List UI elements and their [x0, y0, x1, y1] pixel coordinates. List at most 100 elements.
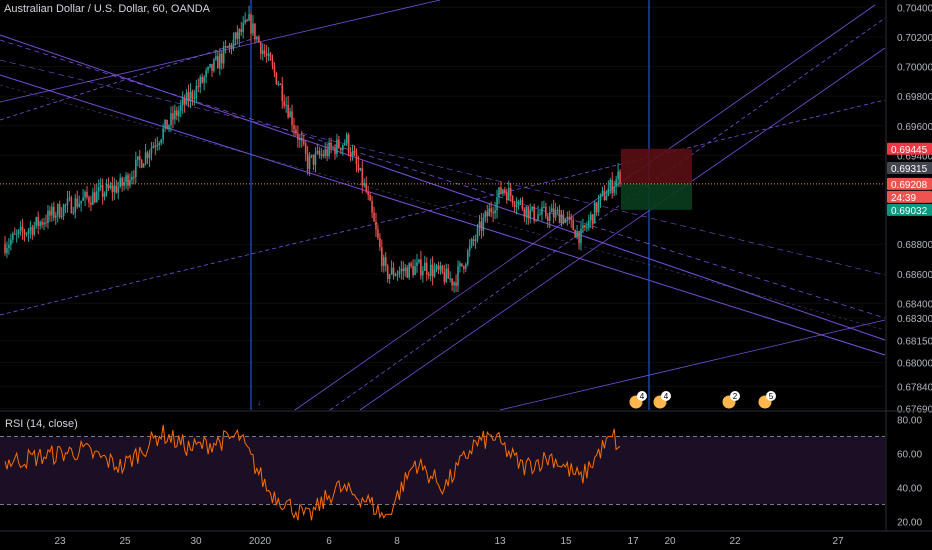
candle-body: [115, 185, 118, 193]
price-axis[interactable]: 0.70400 0.70200 0.70000 0.69800 0.69600 0.694…: [887, 3, 932, 416]
candle-body: [35, 217, 38, 226]
price-tick-label: 0.68150: [897, 336, 932, 347]
candle-body: [199, 76, 202, 88]
candle-body: [271, 60, 274, 66]
candle-body: [340, 147, 342, 151]
candle-body: [515, 205, 518, 207]
candle-body: [172, 113, 174, 120]
candle-body: [33, 225, 36, 235]
candle-body: [82, 197, 84, 201]
position-box[interactable]: [621, 148, 692, 210]
time-tick-label: 27: [832, 536, 844, 547]
candle-body: [343, 143, 346, 146]
candle-body: [435, 265, 438, 270]
candle-body: [404, 267, 407, 272]
candle-body: [131, 176, 133, 181]
candle-body: [211, 63, 213, 71]
candle-body: [193, 97, 196, 99]
candle-body: [43, 222, 45, 225]
candle-body: [220, 53, 223, 64]
candle-body: [51, 206, 53, 216]
candle-body: [189, 91, 192, 102]
candle-body: [441, 265, 444, 273]
price-tick-label: 0.70200: [897, 33, 932, 44]
candle-body: [8, 244, 10, 249]
take-profit-zone[interactable]: [621, 183, 692, 210]
trend-line[interactable]: [499, 319, 886, 411]
candle-body: [494, 210, 496, 214]
vertical-markers[interactable]: [250, 0, 650, 410]
candle-body: [568, 216, 571, 218]
candle-body: [181, 98, 184, 106]
candle-body: [349, 152, 352, 157]
time-axis[interactable]: 23 25 30 2020 6 8 13 15 17 20 22 27: [54, 536, 844, 547]
trend-line[interactable]: [0, 34, 886, 341]
event-count-badge: [661, 391, 671, 401]
rsi-title: RSI (14, close): [5, 418, 78, 430]
trend-line[interactable]: [294, 4, 876, 411]
trend-line[interactable]: [0, 59, 886, 276]
rsi-pane[interactable]: 80.00 60.00 40.00 20.00: [0, 416, 922, 529]
price-tag-label: 0.69032: [891, 206, 928, 217]
trend-line[interactable]: [329, 17, 886, 411]
candle-body: [49, 210, 51, 216]
event-marker[interactable]: 4: [628, 391, 647, 410]
trend-line[interactable]: [359, 47, 886, 411]
candle-body: [21, 226, 24, 232]
candle-body: [187, 92, 190, 102]
event-marker[interactable]: 4: [652, 391, 671, 410]
trend-lines[interactable]: [0, 0, 886, 411]
candle-body: [595, 202, 598, 213]
candle-body: [330, 142, 332, 148]
candle-body: [554, 210, 557, 218]
candle-body: [109, 185, 112, 189]
candle-body: [203, 77, 205, 83]
price-tag-background: [887, 203, 932, 216]
event-marker[interactable]: 5: [757, 391, 776, 410]
price-tick-label: 0.69600: [897, 122, 932, 133]
timeline-marker-icon: ↓: [257, 398, 261, 407]
candle-body: [578, 231, 580, 244]
price-tag[interactable]: 0.69208: [887, 177, 932, 191]
trend-line[interactable]: [0, 37, 256, 121]
candle-body: [488, 208, 491, 217]
candle-body: [588, 220, 590, 227]
candle-body: [576, 231, 578, 238]
candle-body: [548, 212, 551, 221]
stop-loss-zone[interactable]: [621, 148, 692, 184]
candle-body: [504, 189, 506, 193]
candle-body: [222, 46, 225, 64]
trend-line[interactable]: [0, 74, 886, 356]
candle-body: [47, 210, 49, 224]
price-tick-label: 0.68600: [897, 270, 932, 281]
price-tick-label: 0.69800: [897, 92, 932, 103]
price-tag-label: 0.69208: [891, 180, 928, 191]
candle-body: [300, 137, 303, 141]
candle-body: [283, 101, 286, 106]
rsi-line[interactable]: [4, 424, 621, 521]
price-tag[interactable]: 24:39: [887, 190, 932, 204]
candle-body: [619, 171, 621, 183]
rsi-tick-label: 40.00: [897, 484, 922, 495]
candle-body: [293, 125, 295, 130]
candle-body: [451, 278, 453, 286]
candle-body: [558, 209, 561, 224]
price-tag[interactable]: 0.69032: [887, 203, 932, 217]
price-tag[interactable]: 0.69315: [887, 161, 932, 175]
candle-body: [535, 219, 537, 221]
candle-body: [70, 197, 73, 213]
trend-line[interactable]: [0, 39, 886, 319]
candle-body: [86, 191, 88, 198]
candle-body: [379, 238, 381, 248]
time-tick-label: 15: [560, 536, 572, 547]
candle-body: [17, 230, 20, 234]
candle-body: [486, 211, 489, 217]
price-tag[interactable]: 0.69445: [887, 142, 932, 156]
economic-events[interactable]: 4 4 2 5 ↓: [257, 391, 776, 410]
candle-body: [246, 19, 248, 21]
time-tick-label: 2020: [249, 536, 272, 547]
trend-line[interactable]: [0, 99, 886, 316]
event-marker[interactable]: 2: [721, 391, 740, 410]
candle-body: [388, 274, 391, 279]
